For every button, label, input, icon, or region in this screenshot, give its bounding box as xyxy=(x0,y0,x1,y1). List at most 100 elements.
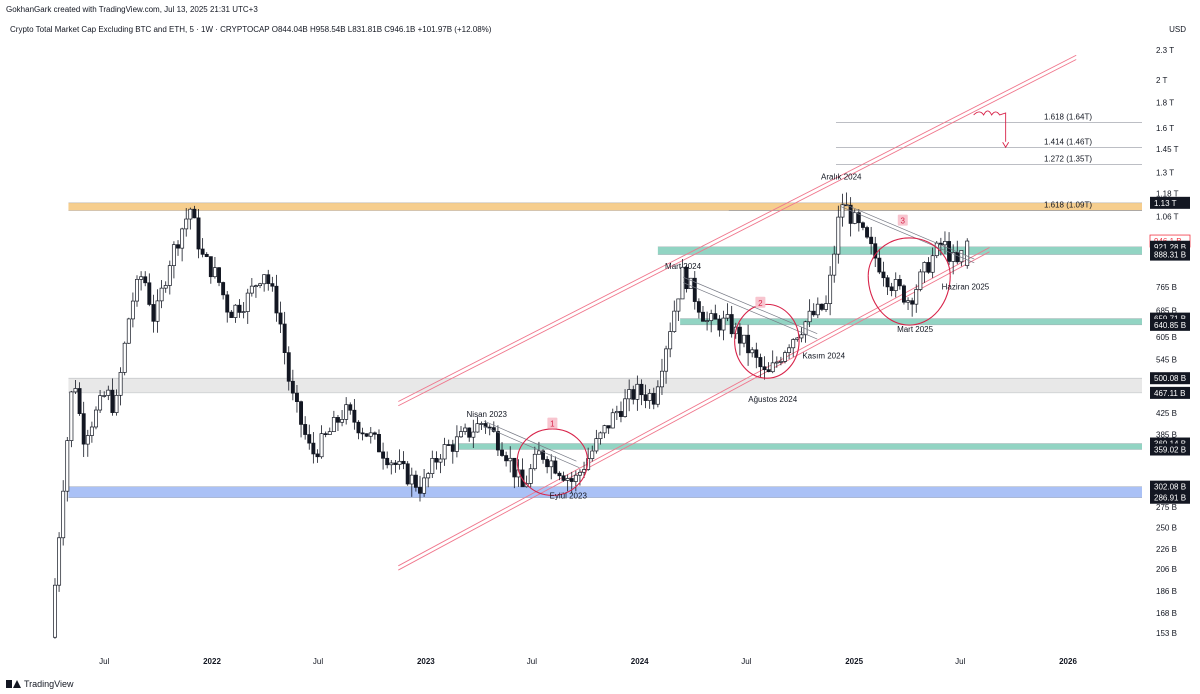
candle-down xyxy=(545,459,550,468)
candle-down xyxy=(143,276,148,284)
candle-down xyxy=(766,369,771,373)
marker-label: 1 xyxy=(550,420,555,429)
candle-up xyxy=(795,337,800,340)
candle-down xyxy=(643,394,648,401)
axes-layer: 2.3 T 2 T 1.8 T 1.6 T 1.45 T 1.3 T 1.18 T 1.06 … xyxy=(99,46,1191,666)
candle-up xyxy=(253,285,258,288)
candle-up xyxy=(594,438,599,452)
candle-up xyxy=(832,253,837,276)
y-tick-label: 275 B xyxy=(1156,503,1177,512)
candle-up xyxy=(582,469,586,473)
candle-down xyxy=(225,294,230,313)
candle-down xyxy=(869,236,874,245)
candle-down xyxy=(196,217,201,250)
y-tick-label: 168 B xyxy=(1156,609,1177,618)
ellipse-bottom-arc xyxy=(516,461,589,496)
candle-up xyxy=(959,250,964,263)
price-tag-label: 500.08 B xyxy=(1154,374,1186,383)
candles-layer xyxy=(53,192,970,639)
price-tag: 500.08 B xyxy=(1150,372,1190,385)
price-tag-box xyxy=(1150,491,1190,504)
candle-down xyxy=(176,244,180,249)
candle-up xyxy=(184,218,189,230)
candle-up xyxy=(840,204,845,218)
candle-up xyxy=(824,303,828,310)
candle-up xyxy=(57,537,62,586)
candle-up xyxy=(610,412,615,429)
candle-up xyxy=(906,300,910,303)
candle-up xyxy=(836,216,841,255)
candle-down xyxy=(270,283,275,287)
candle-up xyxy=(245,292,250,312)
candle-down xyxy=(336,417,340,423)
candle-down xyxy=(819,303,824,310)
candle-up xyxy=(623,398,628,417)
y-tick-label: 385 B xyxy=(1156,430,1177,439)
candle-down xyxy=(385,457,390,466)
ellipse-top-arc xyxy=(516,428,589,462)
tradingview-icon xyxy=(6,680,21,688)
candle-down xyxy=(307,434,312,444)
candle-down xyxy=(619,411,623,417)
candle-down xyxy=(315,453,320,458)
candle-down xyxy=(606,425,611,429)
downtrend-line xyxy=(483,425,580,468)
fib-label: 1.618 (1.09T) xyxy=(1044,201,1092,210)
price-tag-label: 1.13 T xyxy=(1154,199,1177,208)
candle-down xyxy=(311,442,316,455)
channel-layer xyxy=(398,54,1077,571)
x-tick-label: 2025 xyxy=(845,657,863,666)
candle-up xyxy=(815,303,820,316)
candle-down xyxy=(356,421,361,434)
target-arrow xyxy=(973,110,1007,142)
candle-up xyxy=(397,460,402,465)
last-candle xyxy=(965,240,970,266)
price-tag-box xyxy=(1150,480,1190,493)
candle-up xyxy=(422,477,427,494)
candle-up xyxy=(750,349,755,354)
zone-blue xyxy=(68,486,1143,498)
candle-up xyxy=(668,331,673,350)
candle-up xyxy=(672,310,677,332)
price-tag-box xyxy=(1150,386,1190,399)
candle-up xyxy=(508,457,513,462)
y-tick-label: 1.6 T xyxy=(1156,124,1174,133)
candle-down xyxy=(229,311,234,318)
candle-up xyxy=(180,228,185,249)
annotation-label: Mart 2024 xyxy=(665,262,702,271)
ellipse-bottom-arc xyxy=(734,340,800,379)
candle-up xyxy=(770,362,775,373)
candle-down xyxy=(467,427,472,438)
candle-up xyxy=(918,271,923,290)
downtrend-line xyxy=(483,420,577,462)
candle-up xyxy=(565,478,570,481)
candle-up xyxy=(114,394,119,413)
channel-lower-line xyxy=(398,251,990,571)
candle-down xyxy=(200,248,205,255)
candle-down xyxy=(303,424,308,435)
candle-down xyxy=(418,487,422,494)
candle-up xyxy=(85,435,90,445)
candle-up xyxy=(647,393,652,401)
marker-box xyxy=(755,296,766,308)
candle-up xyxy=(171,244,176,266)
candle-up xyxy=(249,285,254,294)
candle-down xyxy=(495,431,500,451)
candle-down xyxy=(413,474,418,488)
candle-up xyxy=(61,490,66,539)
candle-down xyxy=(500,449,504,456)
arrow-head xyxy=(1002,142,1010,149)
candle-up xyxy=(118,372,123,396)
candle-up xyxy=(688,277,693,290)
candle-up xyxy=(69,391,74,441)
candle-down xyxy=(713,313,718,320)
candle-down xyxy=(746,334,751,354)
candle-up xyxy=(930,255,935,273)
price-tag-label: 921.28 B xyxy=(1154,243,1186,252)
candle-up xyxy=(951,252,956,262)
candle-down xyxy=(717,318,722,331)
candle-down xyxy=(295,392,299,402)
candle-up xyxy=(774,361,779,364)
candle-up xyxy=(586,458,591,470)
